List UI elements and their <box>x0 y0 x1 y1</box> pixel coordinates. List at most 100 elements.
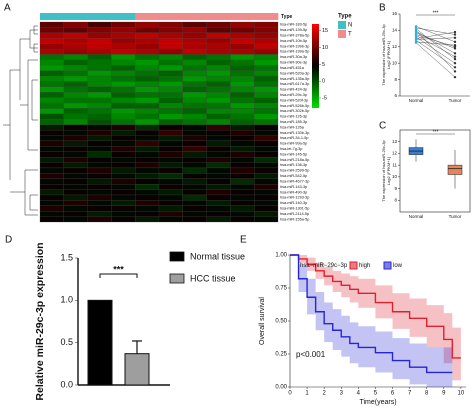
legend-label: low <box>393 263 403 269</box>
heatmap-cell <box>39 124 64 131</box>
heatmap-cell <box>254 97 279 104</box>
confidence-band <box>290 255 453 387</box>
heatmap-cell <box>39 211 64 217</box>
heatmap-cell <box>87 167 112 174</box>
heatmap-cell <box>254 119 279 125</box>
heatmap-cell <box>111 108 136 115</box>
heatmap-cell <box>158 75 183 82</box>
heatmap-cell <box>135 102 160 109</box>
y-tick-label: 8 <box>394 197 397 202</box>
heatmap-cell <box>111 102 136 109</box>
heatmap-cell <box>230 27 255 33</box>
heatmap-cell <box>39 119 64 125</box>
row-label: hsa-miR-185-3p <box>280 120 307 124</box>
heatmap-cell <box>87 211 112 217</box>
y-tick-label: 13 <box>392 139 398 144</box>
heatmap-cell <box>111 157 136 163</box>
heatmap-cell <box>135 211 160 217</box>
row-label: hsa-miR-126-3p <box>280 115 307 119</box>
row-label: hsa-miR-302b-5p <box>280 109 309 113</box>
heatmap-cell <box>39 75 64 82</box>
heatmap-cell <box>111 167 136 174</box>
heatmap-cell <box>111 184 136 190</box>
point <box>414 26 418 30</box>
annotation-label: Type <box>281 14 293 20</box>
heatmap-cell <box>135 129 160 136</box>
heatmap-cell <box>39 108 64 115</box>
heatmap-cell <box>87 200 112 206</box>
heatmap-cell <box>39 140 64 147</box>
y-tick-label: 10 <box>392 174 398 179</box>
y-tick-label: 0.25 <box>275 352 287 358</box>
colorbar-tick-label: 15 <box>322 28 328 34</box>
heatmap-cell <box>230 70 255 77</box>
point <box>453 43 457 47</box>
heatmap-cell <box>135 113 160 120</box>
row-label: hsa-miR-490-3p <box>280 190 307 194</box>
heatmap-cell <box>111 173 136 179</box>
heatmap-cell <box>63 151 88 158</box>
heatmap-cell <box>182 146 207 152</box>
heatmap-cell <box>63 54 88 60</box>
heatmap-cell <box>158 119 183 125</box>
heatmap-cell <box>63 178 88 185</box>
heatmap-cell <box>39 113 64 120</box>
legend-title: Type <box>338 14 352 20</box>
heatmap-cell <box>206 151 231 158</box>
panel-letter: C <box>379 121 386 132</box>
heatmap-cell <box>63 38 88 44</box>
heatmap-cell <box>111 151 136 158</box>
x-tick-label: 6 <box>391 391 395 397</box>
plot-frame <box>399 129 471 213</box>
y-axis-label: The expression of hsa-miR-29c-3p <box>381 24 386 86</box>
heatmap-cell <box>111 211 136 217</box>
heatmap-cell <box>158 54 183 60</box>
heatmap-cell <box>230 211 255 217</box>
heatmap-cell <box>158 189 183 196</box>
heatmap-cell <box>135 216 160 223</box>
heatmap-cell <box>135 92 160 98</box>
heatmap-cell <box>254 205 279 212</box>
row-label: hsa-miR-451a <box>280 66 305 70</box>
heatmap-cell <box>135 205 160 212</box>
row-label: hsa-miR-183-5p <box>280 23 307 27</box>
heatmap-cell <box>206 129 231 136</box>
heatmap-cell <box>63 75 88 82</box>
heatmap-cell <box>87 151 112 158</box>
point <box>453 66 457 69</box>
heatmap-cell <box>182 102 207 109</box>
heatmap-cell <box>87 135 112 142</box>
heatmap-cell <box>182 81 207 87</box>
survival-curve <box>290 254 453 374</box>
heatmap-cell <box>87 27 112 33</box>
heatmap-cell <box>254 146 279 152</box>
heatmap-cell <box>135 184 160 190</box>
legend-swatch <box>169 273 185 284</box>
heatmap-cell <box>182 32 207 39</box>
heatmap-cell <box>87 157 112 163</box>
heatmap-cell <box>87 184 112 190</box>
heatmap-cell <box>111 54 136 60</box>
x-tick-label: 8 <box>425 391 429 397</box>
heatmap-cell <box>230 32 255 39</box>
heatmap-cell <box>135 194 160 201</box>
heatmap-cell <box>158 97 183 104</box>
heatmap-cell <box>63 184 88 190</box>
heatmap-cell <box>230 162 255 169</box>
point <box>414 25 418 28</box>
x-tick-label: 3 <box>340 391 344 397</box>
heatmap-cell <box>111 48 136 55</box>
heatmap-cell <box>182 135 207 142</box>
pair-line <box>415 30 456 72</box>
row-label: hsa-miR-143-3p <box>280 185 307 189</box>
heatmap-cell <box>87 205 112 212</box>
heatmap-cell <box>158 178 183 185</box>
heatmap-cell <box>158 205 183 212</box>
heatmap-cell <box>182 184 207 190</box>
point <box>453 47 457 50</box>
heatmap-cell <box>111 146 136 152</box>
heatmap-cell <box>63 135 88 142</box>
heatmap-cell <box>158 216 183 223</box>
legend-swatch <box>383 261 392 270</box>
heatmap-cell <box>135 157 160 163</box>
